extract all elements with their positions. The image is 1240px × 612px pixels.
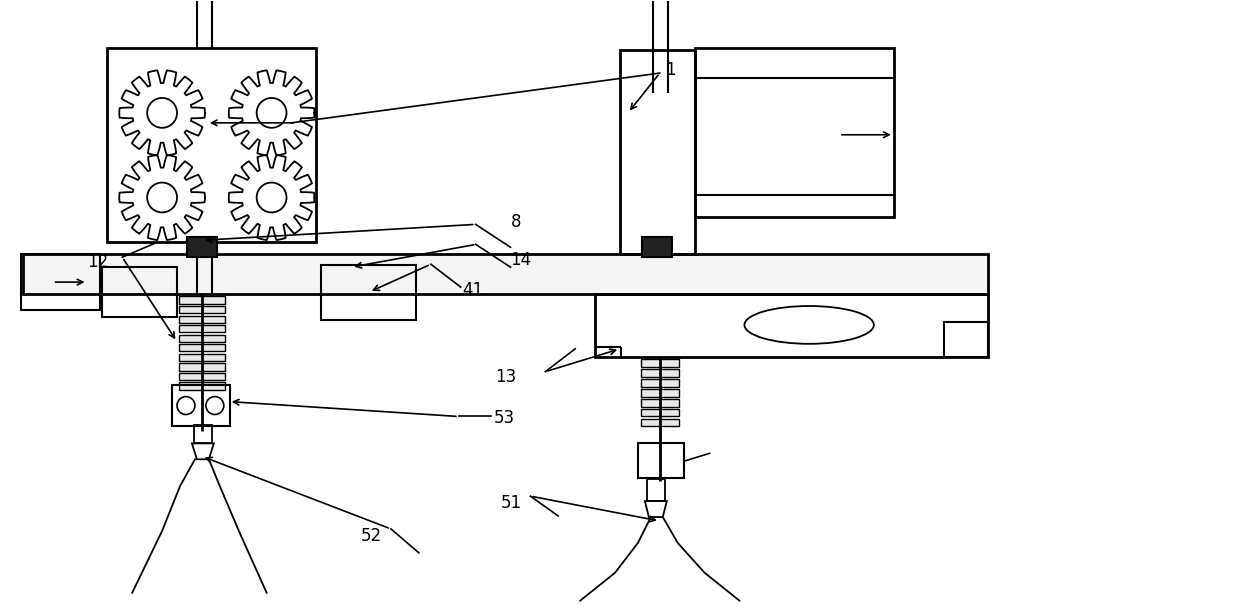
- Text: 52: 52: [361, 527, 382, 545]
- Bar: [637, 443, 683, 478]
- Bar: [179, 306, 224, 313]
- Bar: [595, 294, 988, 357]
- Bar: [641, 379, 678, 387]
- Bar: [103, 267, 177, 317]
- Bar: [179, 296, 224, 304]
- Bar: [620, 50, 694, 254]
- Bar: [642, 237, 672, 257]
- Bar: [179, 344, 224, 351]
- Bar: [187, 237, 217, 257]
- Bar: [193, 425, 212, 443]
- Bar: [179, 373, 224, 380]
- Bar: [647, 479, 665, 501]
- Bar: [641, 419, 678, 427]
- Bar: [641, 399, 678, 406]
- Bar: [21, 254, 100, 310]
- Bar: [22, 254, 988, 294]
- Bar: [944, 322, 988, 357]
- Bar: [179, 364, 224, 370]
- Bar: [694, 48, 894, 217]
- Text: 1: 1: [665, 61, 676, 79]
- Text: 13: 13: [496, 368, 517, 386]
- Bar: [179, 316, 224, 323]
- Text: 12: 12: [88, 253, 109, 271]
- Text: 53: 53: [494, 409, 515, 428]
- Bar: [179, 335, 224, 342]
- Text: 51: 51: [501, 494, 522, 512]
- Bar: [179, 354, 224, 361]
- Bar: [172, 384, 229, 427]
- Bar: [641, 389, 678, 397]
- Text: 8: 8: [511, 214, 521, 231]
- Text: 41: 41: [463, 281, 484, 299]
- Bar: [641, 359, 678, 367]
- Bar: [641, 369, 678, 376]
- Bar: [321, 265, 415, 320]
- Text: 14: 14: [511, 251, 532, 269]
- Bar: [179, 382, 224, 390]
- Bar: [108, 48, 316, 242]
- Bar: [641, 409, 678, 417]
- Bar: [179, 325, 224, 332]
